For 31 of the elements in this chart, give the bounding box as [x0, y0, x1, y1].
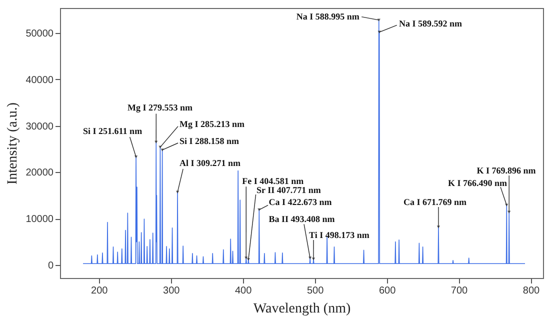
annotation: Fe I 404.581 nm — [242, 176, 304, 186]
y-tick-label: 20000 — [26, 168, 54, 179]
x-tick-label: 200 — [91, 286, 108, 296]
y-tick-label: 50000 — [26, 28, 54, 40]
x-tick-label: 600 — [378, 286, 396, 296]
x-tick-label: 400 — [234, 286, 252, 296]
x-tick-label: 800 — [522, 286, 540, 296]
annotation: Al I 309.271 nm — [179, 158, 241, 168]
annotation: Si I 288.158 nm — [179, 136, 240, 146]
annotation: Ba II 493.408 nm — [268, 214, 336, 224]
annotation: Mg I 285.213 nm — [179, 118, 245, 129]
y-tick-label: 40000 — [26, 74, 54, 86]
x-axis-title: Wavelength (nm) — [253, 302, 351, 316]
y-axis-title: Intensity (a.u.) — [6, 102, 21, 185]
x-tick-label: 700 — [450, 286, 468, 296]
annotation: Si I 251.611 nm — [83, 126, 143, 136]
x-tick-label: 500 — [306, 286, 324, 296]
annotation: Sr II 407.771 nm — [256, 184, 322, 195]
annotation: K I 766.490 nm — [448, 178, 508, 188]
annotation: Mg I 279.553 nm — [128, 102, 194, 112]
annotation: Ca I 422.673 nm — [268, 196, 332, 207]
line-series — [82, 18, 526, 264]
x-tick-label: 300 — [163, 286, 180, 296]
annotation: Na I 588.995 nm — [296, 11, 360, 22]
annotation: K I 769.896 nm — [476, 165, 536, 176]
annotation: Na I 589.592 nm — [399, 18, 463, 28]
annotation: Ca I 671.769 nm — [404, 196, 468, 207]
annotation: Ti I 498.173 nm — [309, 230, 370, 240]
y-tick-label: 10000 — [26, 214, 54, 226]
y-tick-label: 30000 — [26, 121, 54, 132]
y-tick-label: 0 — [48, 260, 54, 272]
